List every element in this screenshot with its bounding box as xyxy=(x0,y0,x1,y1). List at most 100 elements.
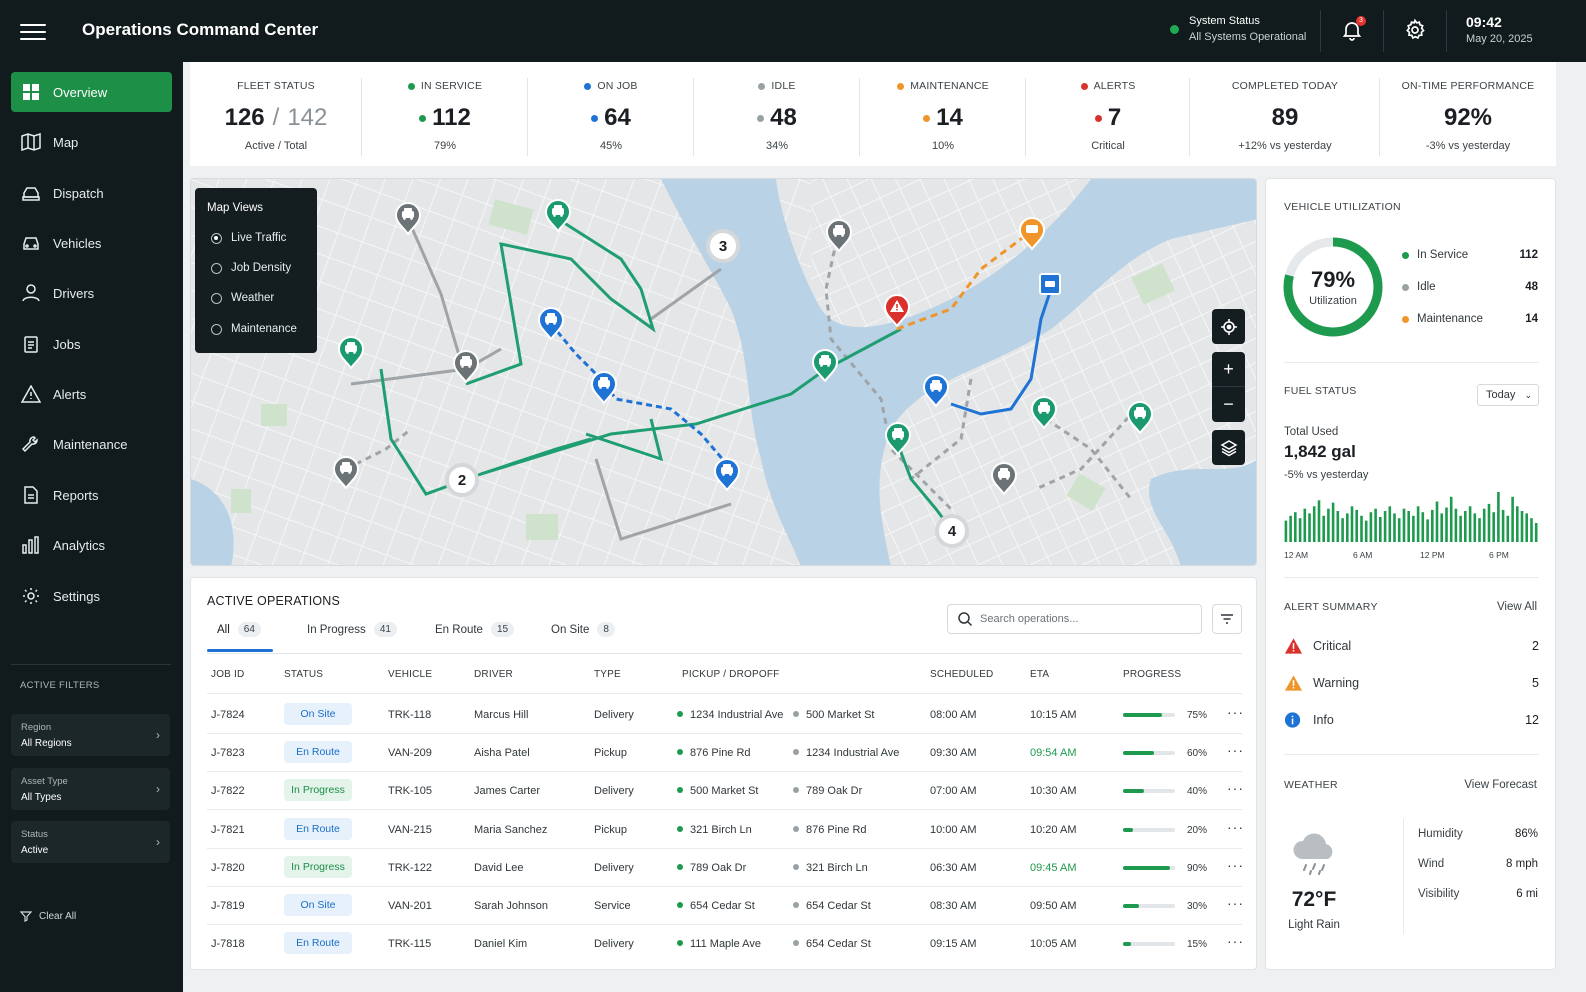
more-options-icon[interactable]: ··· xyxy=(1227,742,1244,759)
map-cluster-marker[interactable]: 3 xyxy=(706,229,740,263)
vehicle-marker-idle[interactable] xyxy=(452,349,480,384)
alert-info[interactable]: Info 12 xyxy=(1284,711,1539,729)
vehicle-marker-idle[interactable] xyxy=(825,218,853,253)
alert-marker-critical[interactable] xyxy=(883,293,911,328)
fuel-bar xyxy=(1364,520,1368,542)
column-header-vehicle[interactable]: VEHICLE xyxy=(388,669,433,680)
tab-on-site[interactable]: On Site 8 xyxy=(551,622,615,637)
vehicle-marker-on-job[interactable] xyxy=(922,373,950,408)
notifications-bell-icon[interactable]: 3 xyxy=(1340,16,1366,42)
column-header-driver[interactable]: DRIVER xyxy=(474,669,513,680)
vehicle-marker-in-service[interactable] xyxy=(544,198,572,233)
table-row[interactable]: J-7824 On Site TRK-118 Marcus Hill Delivery 1… xyxy=(207,695,1247,733)
sidebar-item-jobs[interactable]: Jobs xyxy=(11,324,172,364)
sidebar-item-label: Alerts xyxy=(53,386,87,402)
sidebar-item-alerts[interactable]: Alerts xyxy=(11,374,172,414)
clear-all-filters-button[interactable]: Clear All xyxy=(20,910,76,922)
sidebar-item-label: Maintenance xyxy=(53,436,128,452)
search-operations-input[interactable]: Search operations... xyxy=(947,604,1202,634)
fuel-x-tick: 6 AM xyxy=(1353,550,1373,560)
sidebar-item-vehicles[interactable]: Vehicles xyxy=(11,223,172,263)
tab-en-route[interactable]: En Route 15 xyxy=(435,622,515,637)
more-options-icon[interactable]: ··· xyxy=(1227,933,1244,950)
sidebar-item-analytics[interactable]: Analytics xyxy=(11,525,172,565)
column-header-eta[interactable]: ETA xyxy=(1030,669,1050,680)
sidebar-item-reports[interactable]: Reports xyxy=(11,475,172,515)
tab-in-progress[interactable]: In Progress 41 xyxy=(307,622,397,637)
column-header-type[interactable]: TYPE xyxy=(594,669,621,680)
more-options-icon[interactable]: ··· xyxy=(1227,895,1244,911)
layers-icon[interactable] xyxy=(1212,430,1245,465)
vehicle-marker-on-job[interactable] xyxy=(590,370,618,405)
column-header-status[interactable]: STATUS xyxy=(284,669,324,680)
vehicle-marker-in-service[interactable] xyxy=(811,348,839,383)
sidebar-item-overview[interactable]: Overview xyxy=(11,72,172,112)
filter-button[interactable] xyxy=(1212,604,1242,634)
column-header-scheduled[interactable]: SCHEDULED xyxy=(930,669,994,680)
table-row[interactable]: J-7820 In Progress TRK-122 David Lee Deliver… xyxy=(207,848,1247,886)
radio-icon xyxy=(211,262,222,274)
map-view-live-traffic[interactable]: Live Traffic xyxy=(211,232,286,244)
view-forecast-link[interactable]: View Forecast xyxy=(1464,779,1537,791)
vehicle-marker-maintenance[interactable] xyxy=(1018,216,1046,251)
map-cluster-marker[interactable]: 2 xyxy=(445,463,479,497)
more-options-icon[interactable]: ··· xyxy=(1227,856,1244,873)
vehicle-marker-in-service[interactable] xyxy=(884,421,912,456)
filter-region[interactable]: Region All Regions › xyxy=(11,714,170,756)
filter-status[interactable]: Status Active › xyxy=(11,821,170,863)
column-header-job-id[interactable]: JOB ID xyxy=(211,669,245,680)
vehicle-marker-idle[interactable] xyxy=(394,201,422,236)
sidebar-item-map[interactable]: Map xyxy=(11,122,172,162)
vehicle-marker-in-service[interactable] xyxy=(1126,400,1154,435)
sidebar-item-drivers[interactable]: Drivers xyxy=(11,273,172,313)
fuel-range-dropdown[interactable]: Today ⌄ xyxy=(1477,384,1539,406)
map-view-job-density[interactable]: Job Density xyxy=(211,262,291,274)
sidebar-item-label: Settings xyxy=(53,588,100,604)
legend-label: Maintenance xyxy=(1417,313,1483,325)
table-row[interactable]: J-7819 On Site VAN-201 Sarah Johnson Service… xyxy=(207,886,1247,924)
table-row[interactable]: J-7821 En Route VAN-215 Maria Sanchez Pickup… xyxy=(207,810,1247,848)
vehicle-marker-on-job[interactable] xyxy=(713,457,741,492)
table-row[interactable]: J-7818 En Route TRK-115 Daniel Kim Delivery 1… xyxy=(207,924,1247,962)
alert-warning[interactable]: Warning 5 xyxy=(1284,674,1539,692)
sidebar-item-maintenance[interactable]: Maintenance xyxy=(11,424,172,464)
zoom-out-icon[interactable]: − xyxy=(1223,394,1234,414)
kpi-sub: Active / Total xyxy=(244,140,308,152)
vehicle-marker-in-service[interactable] xyxy=(337,335,365,370)
map-view-maintenance[interactable]: Maintenance xyxy=(211,323,297,335)
table-row[interactable]: J-7823 En Route VAN-209 Aisha Patel Pickup 87… xyxy=(207,733,1247,771)
scheduled-time: 09:30 AM xyxy=(930,747,977,760)
more-options-icon[interactable]: ··· xyxy=(1227,704,1244,720)
table-row[interactable]: J-7822 In Progress TRK-105 James Carter Deli… xyxy=(207,771,1247,809)
vehicle-marker-on-job[interactable] xyxy=(537,306,565,341)
vehicle-marker-in-service[interactable] xyxy=(1030,395,1058,430)
zoom-in-icon[interactable]: + xyxy=(1212,352,1245,387)
map-view-weather[interactable]: Weather xyxy=(211,292,274,304)
sidebar-item-settings[interactable]: Settings xyxy=(11,576,172,616)
view-all-alerts-link[interactable]: View All xyxy=(1496,601,1537,613)
map-cluster-marker[interactable]: 4 xyxy=(935,514,969,548)
column-header-pickup-dropoff[interactable]: PICKUP / DROPOFF xyxy=(682,669,780,680)
sidebar-item-dispatch[interactable]: Dispatch xyxy=(11,173,172,213)
kpi-sub: 79% xyxy=(433,140,457,152)
hamburger-menu-icon[interactable] xyxy=(20,19,46,43)
alert-critical[interactable]: Critical 2 xyxy=(1284,637,1539,655)
column-header-progress[interactable]: PROGRESS xyxy=(1123,669,1182,680)
tab-all[interactable]: All 64 xyxy=(217,622,261,637)
depot-marker[interactable] xyxy=(1039,273,1061,295)
legend-value: 48 xyxy=(1525,281,1538,293)
eta-time: 09:54 AM xyxy=(1030,747,1077,760)
fleet-map[interactable]: 3 2 4 xyxy=(190,178,1257,566)
pickup-address: 654 Cedar St xyxy=(690,900,755,912)
vehicle-marker-idle[interactable] xyxy=(990,461,1018,496)
more-options-icon[interactable]: ··· xyxy=(1227,780,1244,797)
locate-icon[interactable] xyxy=(1212,309,1245,344)
tab-label: On Site xyxy=(551,623,590,636)
vehicle-marker-idle[interactable] xyxy=(332,455,360,490)
kpi-label: ALERTS xyxy=(1093,80,1136,92)
more-options-icon[interactable]: ··· xyxy=(1227,818,1244,835)
filter-asset-type[interactable]: Asset Type All Types › xyxy=(11,768,170,810)
pickup-address: 789 Oak Dr xyxy=(690,861,747,874)
fuel-bar xyxy=(1346,513,1349,542)
settings-gear-icon[interactable] xyxy=(1403,18,1427,42)
